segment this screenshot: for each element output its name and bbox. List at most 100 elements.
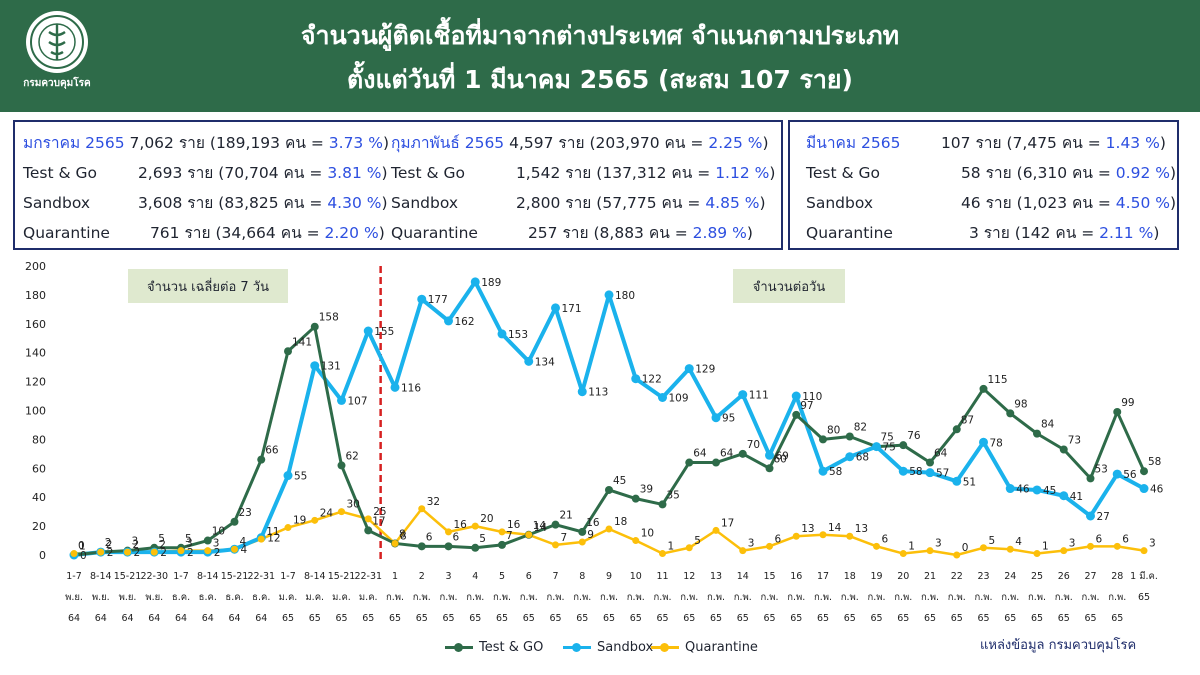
data-point [283,471,293,481]
data-label: 51 [963,476,976,488]
data-point [1005,484,1015,494]
x-tick-label: 64 [228,613,240,624]
data-point [338,508,345,516]
data-label: 35 [667,489,680,501]
x-tick-label: 65 [549,613,561,624]
x-tick-label: 65 [924,613,936,624]
x-tick-label: ก.พ. [760,592,778,603]
jan-total-paren: (189,193 คน = [209,134,329,152]
mar-total-pct: 1.43 % [1105,134,1160,152]
series-line-quarantine [73,507,1145,557]
x-tick-label: 65 [1004,613,1016,624]
data-label: 25 [373,506,386,518]
x-tick-label: ก.พ. [600,592,618,603]
data-point [819,531,827,539]
data-label: 162 [455,316,475,328]
data-label: 158 [319,312,339,324]
mar-total: 107 ราย [940,134,1002,152]
x-tick-label: 23 [977,571,989,582]
data-point [310,361,320,371]
x-tick-label: ก.พ. [894,592,912,603]
data-label: 45 [1043,485,1056,497]
x-tick-label: 28 [1111,571,1123,582]
mar-month-label: มีนาคม 2565 [806,134,901,152]
series-line-sandbox [73,279,1145,557]
y-tick-label: 60 [32,462,46,475]
x-tick-label: ก.พ. [546,592,564,603]
data-point [979,437,988,447]
data-label: 6 [775,533,782,545]
feb-quarantine-row: Quarantine 257 ราย (8,883 คน = 2.89 %) [391,224,753,242]
legend-item-sandbox: Sandbox [563,640,653,655]
data-label: 73 [1068,435,1081,447]
data-point [284,347,292,356]
data-label: 2 [107,547,114,559]
x-tick-label: 65 [442,613,454,624]
data-label: 3 [748,538,755,550]
data-label: 134 [535,356,555,368]
jan-quarantine-pct: 2.20 % [324,224,379,242]
x-tick-label: ก.พ. [974,592,992,603]
data-point [337,395,346,405]
data-label: 80 [827,424,840,436]
data-point [551,303,560,313]
data-point [605,525,613,533]
data-point [257,535,265,543]
daily-count-label: จำนวนต่อวัน [733,269,845,303]
data-point [445,528,452,536]
data-label: 5 [694,535,701,547]
data-label: 2 [134,547,141,559]
data-point [738,449,747,458]
legend-quarantine-label: Quarantine [685,640,758,655]
data-label: 6 [426,531,433,543]
data-label: 6 [1096,533,1103,545]
data-point [364,515,372,523]
jan-total-row: มกราคม 2565 7,062 ราย (189,193 คน = 3.73… [23,134,390,152]
x-tick-label: ธ.ค. [225,592,243,603]
y-tick-label: 180 [25,289,46,302]
data-point [150,543,159,552]
x-tick-label: 22-31 [354,571,382,582]
jan-sandbox-pct: 4.30 % [327,194,382,212]
data-label: 14 [534,522,548,534]
x-tick-label: 64 [175,613,187,624]
data-label: 17 [372,515,385,527]
data-point [444,542,453,551]
data-label: 3 [1149,538,1156,550]
data-point [498,528,506,536]
data-label: 5 [158,533,165,545]
jan-sandbox-row: Sandbox 3,608 ราย (83,825 คน = 4.30 %) [23,194,388,212]
data-point [765,464,774,473]
data-point [819,435,827,444]
y-tick-label: 120 [25,376,46,389]
x-tick-label: ม.ค. [305,592,324,603]
mar-quarantine: 3 ราย [968,224,1010,242]
data-label: 12 [267,533,280,545]
x-tick-label: ก.พ. [921,592,939,603]
data-point [739,547,747,555]
x-tick-label: 64 [255,613,267,624]
data-label: 107 [348,395,368,407]
data-label: 2 [133,539,140,551]
data-label: 5 [989,535,996,547]
data-point [766,542,773,550]
data-point [872,442,881,452]
data-point [70,551,78,559]
x-tick-label: ก.พ. [867,592,885,603]
data-point [791,391,801,401]
x-tick-label: พ.ย. [92,592,110,603]
x-tick-label: 65 [496,613,508,624]
data-point [418,505,426,513]
data-point [899,550,907,558]
x-tick-label: 18 [844,571,856,582]
data-point [604,290,614,300]
x-tick-label: ก.พ. [1055,592,1073,603]
data-label: 5 [479,533,486,545]
data-label: 0 [78,540,85,552]
data-label: 177 [428,294,448,306]
series-line-test-go [73,325,1146,557]
mar-quarantine-pct: 2.11 % [1099,224,1154,242]
data-point [980,544,987,552]
data-point [1140,547,1148,555]
jan-testgo-pct: 3.81 % [327,164,382,182]
